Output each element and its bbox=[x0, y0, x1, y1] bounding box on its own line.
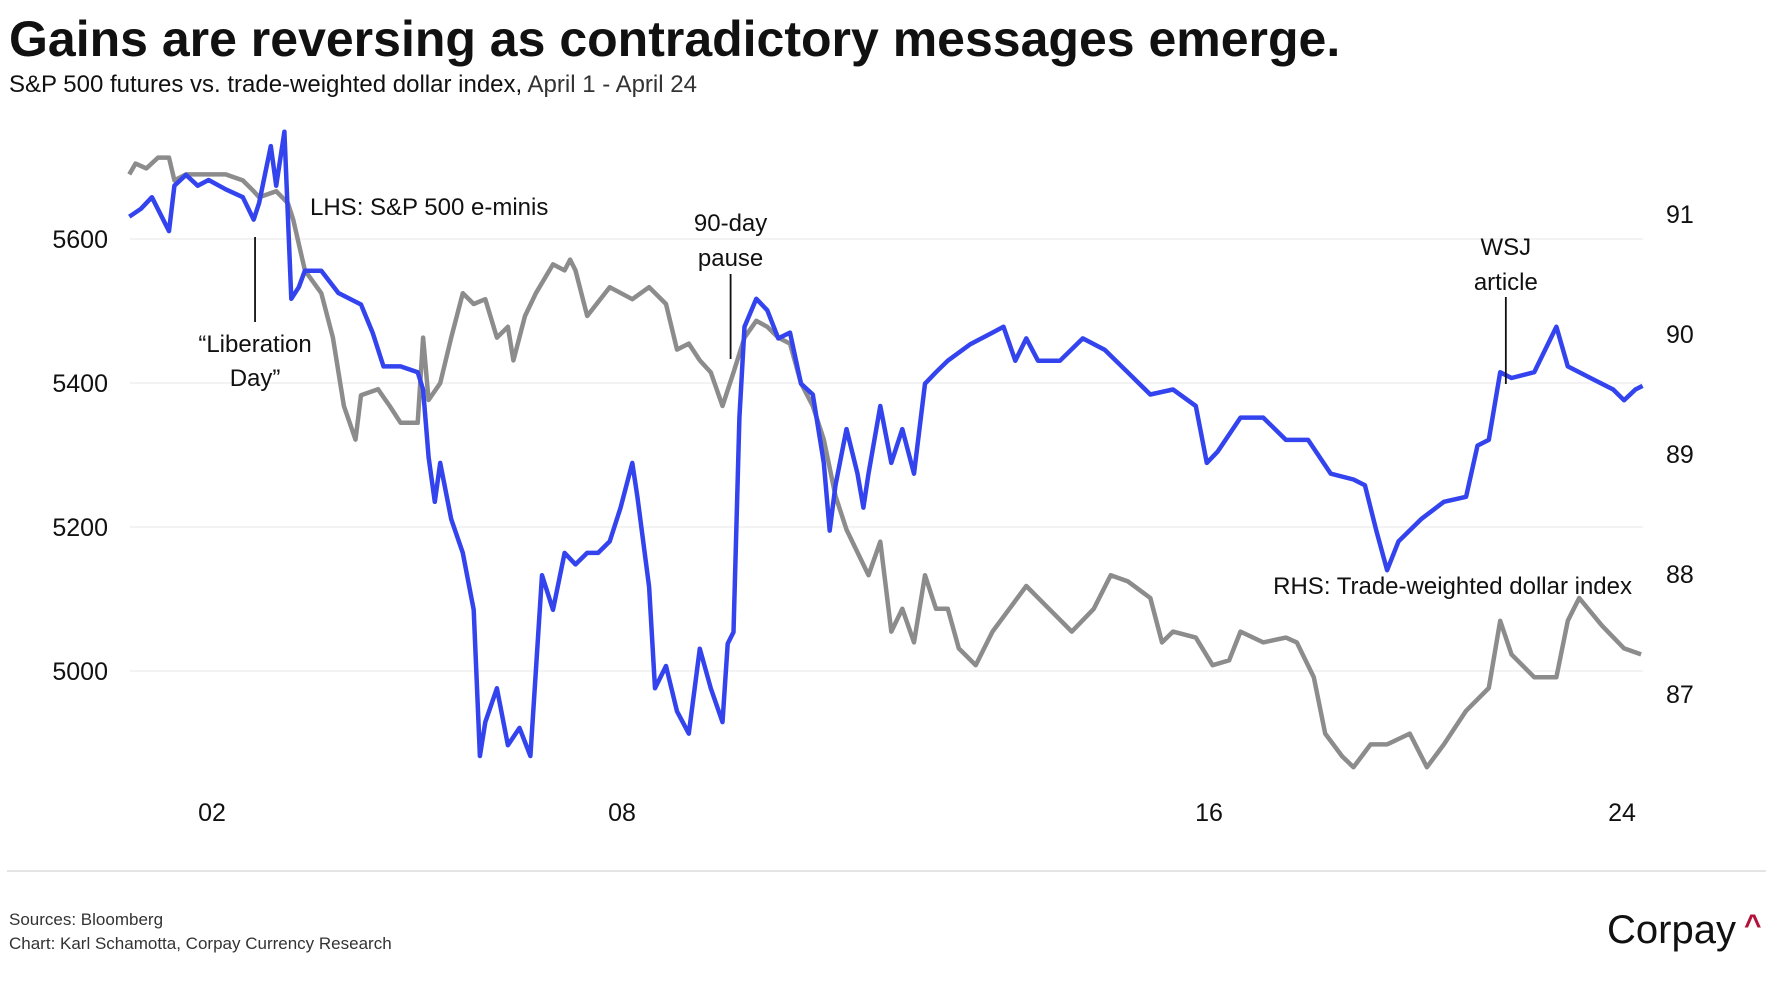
corpay-logo: Corpay ^ bbox=[1607, 908, 1762, 952]
spx-line bbox=[128, 129, 1644, 759]
annotation-label: Day” bbox=[230, 365, 281, 392]
logo-text: Corpay bbox=[1607, 908, 1736, 952]
x-tick-label: 08 bbox=[608, 799, 636, 827]
right-tick-label: 88 bbox=[1666, 561, 1694, 589]
left-tick-label: 5400 bbox=[52, 370, 108, 398]
right-tick-label: 90 bbox=[1666, 321, 1694, 349]
right-tick-label: 87 bbox=[1666, 681, 1694, 709]
gridlines bbox=[130, 238, 1643, 672]
left-tick-label: 5600 bbox=[52, 226, 108, 254]
x-tick-label: 24 bbox=[1608, 799, 1636, 827]
chart-title: Gains are reversing as contradictory mes… bbox=[9, 11, 1340, 67]
x-tick-label: 02 bbox=[198, 799, 226, 827]
legend-dollar-index: RHS: Trade-weighted dollar index bbox=[1273, 573, 1632, 600]
left-axis-ticks: 5000 5200 5400 5600 bbox=[52, 226, 108, 686]
right-axis-ticks: 87 88 89 90 91 bbox=[1666, 201, 1694, 709]
legend-spx: LHS: S&P 500 e-minis bbox=[310, 194, 548, 221]
footer-credit: Chart: Karl Schamotta, Corpay Currency R… bbox=[9, 934, 392, 953]
annotation-label: pause bbox=[698, 245, 763, 272]
right-tick-label: 89 bbox=[1666, 441, 1694, 469]
right-tick-label: 91 bbox=[1666, 201, 1694, 229]
annotation-label: article bbox=[1474, 269, 1538, 296]
dollar-index-line bbox=[127, 155, 1642, 770]
annotation-label: 90-day bbox=[694, 210, 767, 237]
annotation-label: WSJ bbox=[1481, 234, 1532, 261]
series-lines bbox=[127, 129, 1644, 770]
annotations: “Liberation Day” 90-day pause WSJ article bbox=[198, 210, 1538, 392]
left-tick-label: 5200 bbox=[52, 514, 108, 542]
x-axis-ticks: 02 08 16 24 bbox=[198, 799, 1636, 827]
subtitle-main: S&P 500 futures vs. trade-weighted dolla… bbox=[9, 71, 522, 98]
logo-caret: ^ bbox=[1744, 909, 1762, 942]
left-tick-label: 5000 bbox=[52, 658, 108, 686]
annotation-label: “Liberation bbox=[198, 331, 311, 358]
footer-sources: Sources: Bloomberg bbox=[9, 910, 163, 929]
chart-subtitle: S&P 500 futures vs. trade-weighted dolla… bbox=[9, 71, 697, 98]
x-tick-label: 16 bbox=[1195, 799, 1223, 827]
subtitle-range: April 1 - April 24 bbox=[522, 71, 697, 98]
